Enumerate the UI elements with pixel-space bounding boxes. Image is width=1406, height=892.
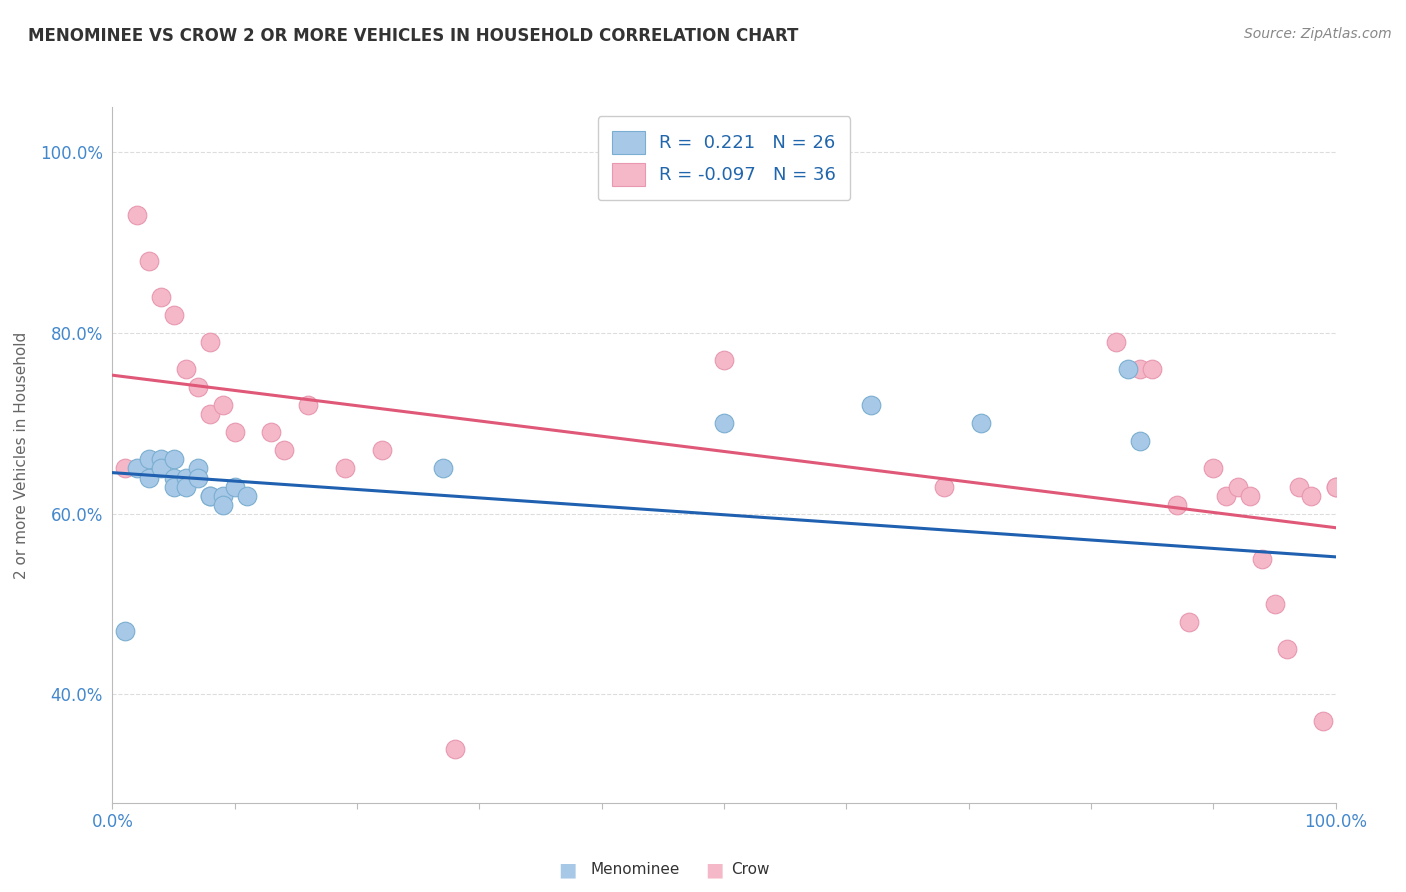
Point [1288,479,1310,493]
Point [138,452,160,467]
Point [187,470,209,484]
Point [236,489,259,503]
Point [1129,362,1152,376]
Point [211,489,233,503]
Point [1129,434,1152,449]
Point [187,380,209,394]
Point [163,452,186,467]
Point [444,741,467,756]
Point [174,470,197,484]
Point [1275,642,1298,657]
Point [713,417,735,431]
Point [1264,597,1286,611]
Point [260,425,283,440]
Point [1324,479,1347,493]
Point [224,479,246,493]
Point [138,253,160,268]
Point [370,443,392,458]
Point [1178,615,1201,629]
Point [211,398,233,412]
Text: ■: ■ [558,860,576,880]
Text: Menominee: Menominee [591,863,681,877]
Point [200,407,222,421]
Legend: R =  0.221   N = 26, R = -0.097   N = 36: R = 0.221 N = 26, R = -0.097 N = 36 [598,116,851,201]
Point [187,461,209,475]
Point [1301,489,1323,503]
Point [125,461,148,475]
Point [273,443,295,458]
Point [200,334,222,349]
Point [125,209,148,223]
Point [333,461,356,475]
Point [1116,362,1139,376]
Point [1239,489,1261,503]
Point [970,417,993,431]
Point [150,461,173,475]
Point [114,624,136,639]
Point [1324,479,1347,493]
Point [1142,362,1164,376]
Text: Source: ZipAtlas.com: Source: ZipAtlas.com [1244,27,1392,41]
Point [211,498,233,512]
Point [200,489,222,503]
Point [1226,479,1249,493]
Point [150,452,173,467]
Point [934,479,956,493]
Point [1251,551,1274,566]
Point [174,362,197,376]
Text: ■: ■ [706,860,724,880]
Point [114,461,136,475]
Y-axis label: 2 or more Vehicles in Household: 2 or more Vehicles in Household [14,331,28,579]
Point [432,461,454,475]
Point [163,479,186,493]
Point [1312,714,1334,729]
Point [163,308,186,322]
Point [297,398,319,412]
Point [1166,498,1188,512]
Point [713,353,735,368]
Point [1202,461,1225,475]
Text: Crow: Crow [731,863,769,877]
Point [200,489,222,503]
Text: MENOMINEE VS CROW 2 OR MORE VEHICLES IN HOUSEHOLD CORRELATION CHART: MENOMINEE VS CROW 2 OR MORE VEHICLES IN … [28,27,799,45]
Point [138,470,160,484]
Point [163,470,186,484]
Point [150,290,173,304]
Point [1215,489,1237,503]
Point [224,425,246,440]
Point [1104,334,1126,349]
Point [859,398,882,412]
Point [174,479,197,493]
